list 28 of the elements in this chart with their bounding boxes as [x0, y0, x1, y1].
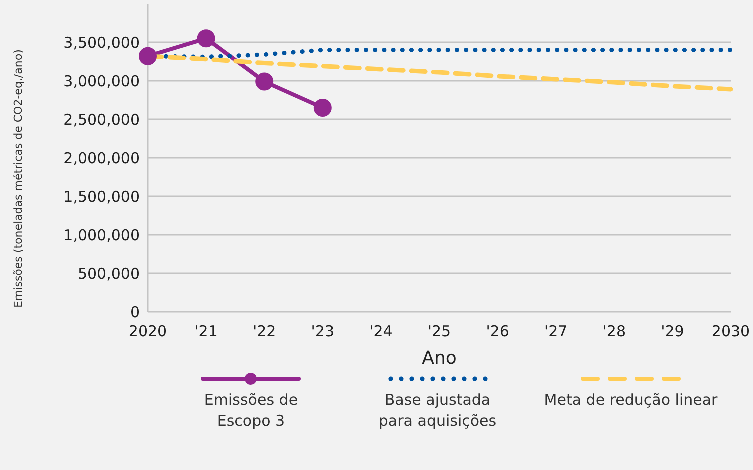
legend-label: Meta de redução linear: [543, 390, 719, 411]
y-tick-label: 3,000,000: [64, 72, 140, 90]
legend-label: Base ajustada para aquisições: [378, 390, 498, 432]
point: [139, 47, 157, 66]
x-tick-label: '24: [370, 322, 393, 341]
y-tick-label: 3,500,000: [64, 34, 140, 52]
y-tick-label: 2,500,000: [64, 110, 140, 129]
y-tick-label: 2,000,000: [64, 149, 140, 168]
x-tick-label: '22: [252, 322, 276, 341]
x-tick-label: '28: [602, 322, 626, 341]
x-tick-label: '25: [428, 322, 452, 341]
y-tick-label: 1,500,000: [64, 188, 140, 206]
x-tick-label: '26: [486, 322, 510, 341]
x-tick-label: '29: [661, 322, 684, 341]
point: [314, 98, 332, 117]
y-axis-title: Emissões (toneladas métricas de CO2-eq./ano): [12, 50, 25, 308]
point: [256, 72, 274, 91]
x-tick-label: 2030: [712, 322, 750, 341]
y-tick-label: 1,000,000: [64, 226, 140, 244]
point: [197, 30, 216, 48]
x-axis-title: Ano: [422, 348, 457, 369]
x-tick-label: '23: [311, 322, 335, 341]
x-tick-label: '21: [194, 322, 218, 341]
x-tick-label: '27: [544, 322, 568, 341]
x-tick-label: 2020: [128, 322, 168, 341]
y-tick-label: 0: [130, 303, 140, 322]
y-tick-label: 500,000: [78, 264, 140, 283]
legend-label: Emissões de Escopo 3: [203, 390, 300, 432]
